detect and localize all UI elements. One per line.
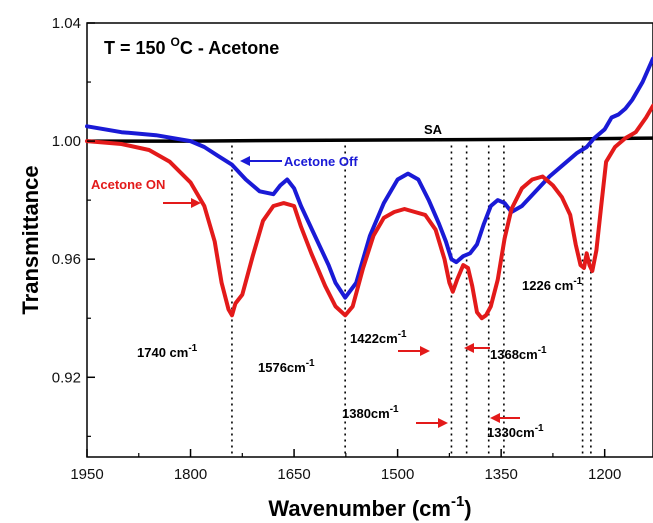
series-line-2 bbox=[85, 103, 653, 321]
peak-label-1330: 1330cm-1 bbox=[487, 413, 544, 440]
peak-label-1368: 1368cm-1 bbox=[464, 343, 547, 362]
plot-frame bbox=[86, 22, 653, 458]
x-tick-label: 1650 bbox=[277, 466, 310, 483]
x-tick-label: 1200 bbox=[588, 466, 621, 483]
x-axis-title: Wavenumber (cm-1) bbox=[268, 493, 471, 521]
peak-label-1576-base: 1576cm bbox=[258, 360, 306, 375]
peak-label-1368-base: 1368cm bbox=[490, 347, 538, 362]
peak-label-1740-base: 1740 cm bbox=[137, 345, 188, 360]
peak-label-1226: 1226 cm-1 bbox=[522, 276, 583, 293]
y-tick-label: 0.96 bbox=[52, 251, 81, 268]
svg-text:1368cm-1: 1368cm-1 bbox=[490, 345, 547, 362]
svg-text:1226 cm-1: 1226 cm-1 bbox=[522, 276, 583, 293]
peak-arrowhead-1380 bbox=[438, 418, 448, 428]
tick-labels: 1950 1800 1650 1500 1350 1200 0.92 0.96 1.00 1.04 bbox=[52, 15, 622, 483]
x-tick-label: 1350 bbox=[484, 466, 517, 483]
svg-text:1422cm-1: 1422cm-1 bbox=[350, 329, 407, 346]
y-tick-label: 1.00 bbox=[52, 133, 81, 150]
axis-ticks bbox=[86, 22, 606, 457]
acetone-on-arrowhead bbox=[191, 198, 201, 208]
peak-label-1576: 1576cm-1 bbox=[258, 358, 315, 375]
acetone-off-annotation: Acetone Off bbox=[240, 154, 358, 169]
svg-text:1576cm-1: 1576cm-1 bbox=[258, 358, 315, 375]
svg-text:1380cm-1: 1380cm-1 bbox=[342, 404, 399, 421]
peak-label-1368-sup: -1 bbox=[538, 345, 547, 356]
x-tick-label: 1800 bbox=[174, 466, 207, 483]
peak-arrowhead-1422 bbox=[420, 346, 430, 356]
peak-label-1422-sup: -1 bbox=[398, 329, 407, 340]
sa-label: SA bbox=[424, 122, 443, 137]
svg-text:1740 cm-1: 1740 cm-1 bbox=[137, 343, 198, 360]
chart-title: T = 150 OC - Acetone bbox=[104, 35, 279, 58]
peak-label-1380: 1380cm-1 bbox=[342, 404, 448, 428]
peak-label-1330-base: 1330cm bbox=[487, 425, 535, 440]
peak-label-1380-sup: -1 bbox=[390, 404, 399, 415]
peak-label-1422: 1422cm-1 bbox=[350, 329, 430, 356]
peak-label-1226-sup: -1 bbox=[573, 276, 582, 287]
peak-label-1740-sup: -1 bbox=[188, 343, 197, 354]
acetone-on-annotation: Acetone ON bbox=[91, 177, 201, 208]
peak-label-1380-base: 1380cm bbox=[342, 406, 390, 421]
x-tick-label: 1950 bbox=[70, 466, 103, 483]
peak-label-1422-base: 1422cm bbox=[350, 331, 398, 346]
peak-label-1226-base: 1226 cm bbox=[522, 278, 573, 293]
y-tick-label: 0.92 bbox=[52, 369, 81, 386]
svg-text:1330cm-1: 1330cm-1 bbox=[487, 423, 544, 440]
acetone-off-arrowhead bbox=[240, 156, 250, 166]
peak-arrowhead-1368 bbox=[464, 343, 474, 353]
y-tick-label: 1.04 bbox=[52, 15, 81, 32]
peak-label-1330-sup: -1 bbox=[535, 423, 544, 434]
peak-label-1576-sup: -1 bbox=[306, 358, 315, 369]
peak-marker-lines bbox=[231, 145, 592, 457]
series-layer bbox=[85, 56, 653, 321]
acetone-off-label: Acetone Off bbox=[284, 154, 358, 169]
y-axis-title: Transmittance bbox=[18, 165, 43, 314]
peak-arrowhead-1330 bbox=[490, 413, 500, 423]
x-tick-label: 1500 bbox=[381, 466, 414, 483]
peak-label-1740: 1740 cm-1 bbox=[137, 343, 198, 360]
acetone-on-label: Acetone ON bbox=[91, 177, 165, 192]
series-line-1 bbox=[85, 56, 653, 300]
series-line-0 bbox=[85, 136, 653, 143]
